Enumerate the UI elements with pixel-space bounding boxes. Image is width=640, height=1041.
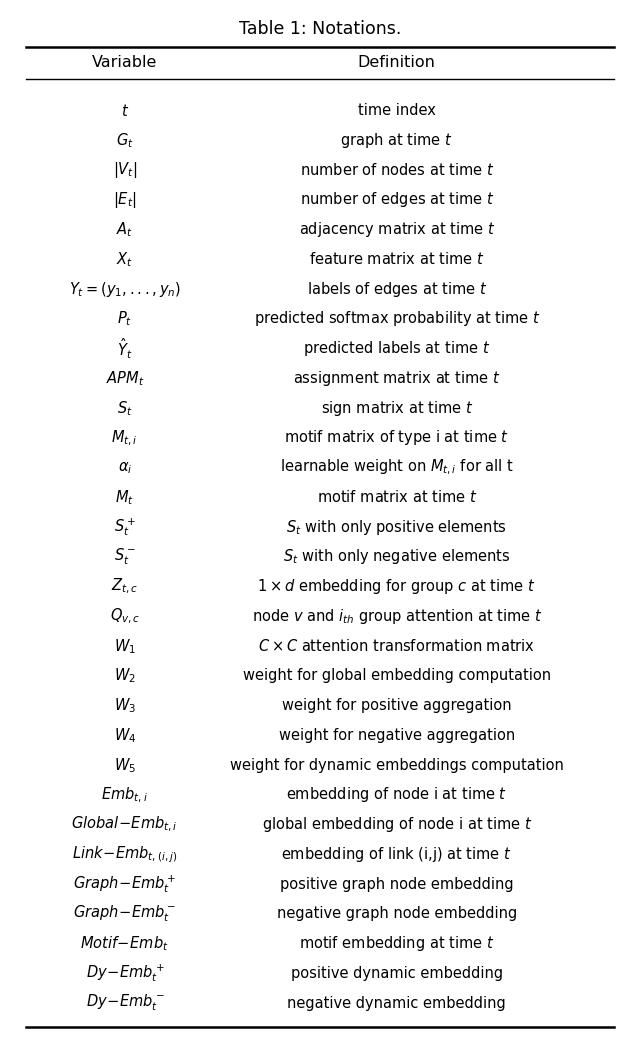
Text: predicted labels at time $t$: predicted labels at time $t$ <box>303 339 490 358</box>
Text: number of nodes at time $t$: number of nodes at time $t$ <box>300 162 494 178</box>
Text: $W_5$: $W_5$ <box>114 756 136 775</box>
Text: adjacency matrix at time $t$: adjacency matrix at time $t$ <box>299 220 495 239</box>
Text: $A_t$: $A_t$ <box>116 221 133 239</box>
Text: $P_t$: $P_t$ <box>117 309 132 328</box>
Text: Definition: Definition <box>358 55 436 71</box>
Text: $Q_{v,c}$: $Q_{v,c}$ <box>109 607 140 626</box>
Text: node $v$ and $i_{th}$ group attention at time $t$: node $v$ and $i_{th}$ group attention at… <box>252 607 542 626</box>
Text: $C \times C$ attention transformation matrix: $C \times C$ attention transformation ma… <box>258 638 536 654</box>
Text: weight for negative aggregation: weight for negative aggregation <box>278 728 515 743</box>
Text: labels of edges at time $t$: labels of edges at time $t$ <box>307 280 487 299</box>
Text: $S_t^-$: $S_t^-$ <box>114 547 136 567</box>
Text: Table 1: Notations.: Table 1: Notations. <box>239 20 401 39</box>
Text: $X_t$: $X_t$ <box>116 250 133 269</box>
Text: $Dy\!-\!Emb_t^-$: $Dy\!-\!Emb_t^-$ <box>86 993 164 1014</box>
Text: $Dy\!-\!Emb_t^+$: $Dy\!-\!Emb_t^+$ <box>86 963 164 985</box>
Text: learnable weight on $M_{t,i}$ for all t: learnable weight on $M_{t,i}$ for all t <box>280 458 514 478</box>
Text: embedding of link (i,j) at time $t$: embedding of link (i,j) at time $t$ <box>282 845 512 864</box>
Text: $t$: $t$ <box>121 103 129 119</box>
Text: $Emb_{t,i}$: $Emb_{t,i}$ <box>101 785 148 805</box>
Text: weight for global embedding computation: weight for global embedding computation <box>243 668 551 684</box>
Text: motif embedding at time $t$: motif embedding at time $t$ <box>299 934 495 954</box>
Text: $Graph\!-\!Emb_t^+$: $Graph\!-\!Emb_t^+$ <box>73 873 177 895</box>
Text: $S_t$ with only positive elements: $S_t$ with only positive elements <box>286 517 508 537</box>
Text: $G_t$: $G_t$ <box>116 131 134 150</box>
Text: $\hat{Y}_t$: $\hat{Y}_t$ <box>117 336 132 361</box>
Text: $W_3$: $W_3$ <box>114 696 136 715</box>
Text: motif matrix of type i at time $t$: motif matrix of type i at time $t$ <box>284 429 509 448</box>
Text: $W_1$: $W_1$ <box>114 637 136 656</box>
Text: $W_4$: $W_4$ <box>114 727 136 744</box>
Text: $W_2$: $W_2$ <box>114 666 136 685</box>
Text: weight for positive aggregation: weight for positive aggregation <box>282 699 511 713</box>
Text: $S_t$ with only negative elements: $S_t$ with only negative elements <box>283 548 511 566</box>
Text: weight for dynamic embeddings computation: weight for dynamic embeddings computatio… <box>230 758 564 772</box>
Text: motif matrix at time $t$: motif matrix at time $t$ <box>317 489 477 506</box>
Text: $S_t$: $S_t$ <box>117 399 132 417</box>
Text: $|E_t|$: $|E_t|$ <box>113 189 137 210</box>
Text: $Z_{t,c}$: $Z_{t,c}$ <box>111 577 138 596</box>
Text: sign matrix at time $t$: sign matrix at time $t$ <box>321 399 473 417</box>
Text: $Graph\!-\!Emb_t^-$: $Graph\!-\!Emb_t^-$ <box>73 904 177 924</box>
Text: negative graph node embedding: negative graph node embedding <box>276 907 517 921</box>
Text: negative dynamic embedding: negative dynamic embedding <box>287 996 506 1011</box>
Text: predicted softmax probability at time $t$: predicted softmax probability at time $t… <box>253 309 540 328</box>
Text: positive dynamic embedding: positive dynamic embedding <box>291 966 503 981</box>
Text: $Link\!-\!Emb_{t,(i,j)}$: $Link\!-\!Emb_{t,(i,j)}$ <box>72 844 177 865</box>
Text: feature matrix at time $t$: feature matrix at time $t$ <box>309 252 484 268</box>
Text: Variable: Variable <box>92 55 157 71</box>
Text: time index: time index <box>358 103 436 118</box>
Text: $\alpha_i$: $\alpha_i$ <box>118 460 132 476</box>
Text: assignment matrix at time $t$: assignment matrix at time $t$ <box>293 369 500 388</box>
Text: embedding of node i at time $t$: embedding of node i at time $t$ <box>286 786 508 805</box>
Text: $Global\!-\!Emb_{t,i}$: $Global\!-\!Emb_{t,i}$ <box>72 815 178 834</box>
Text: graph at time $t$: graph at time $t$ <box>340 131 453 150</box>
Text: $M_t$: $M_t$ <box>115 488 134 507</box>
Text: $|V_t|$: $|V_t|$ <box>113 160 137 180</box>
Text: $Y_t = (y_1, ..., y_n)$: $Y_t = (y_1, ..., y_n)$ <box>68 280 181 299</box>
Text: $Motif\!-\!Emb_t$: $Motif\!-\!Emb_t$ <box>81 935 169 954</box>
Text: $M_{t,i}$: $M_{t,i}$ <box>111 428 138 448</box>
Text: $1 \times d$ embedding for group $c$ at time $t$: $1 \times d$ embedding for group $c$ at … <box>257 577 536 596</box>
Text: $APM_t$: $APM_t$ <box>106 370 144 387</box>
Text: number of edges at time $t$: number of edges at time $t$ <box>300 191 494 209</box>
Text: $S_t^+$: $S_t^+$ <box>114 516 136 538</box>
Text: global embedding of node i at time $t$: global embedding of node i at time $t$ <box>262 815 532 834</box>
Text: positive graph node embedding: positive graph node embedding <box>280 877 514 892</box>
